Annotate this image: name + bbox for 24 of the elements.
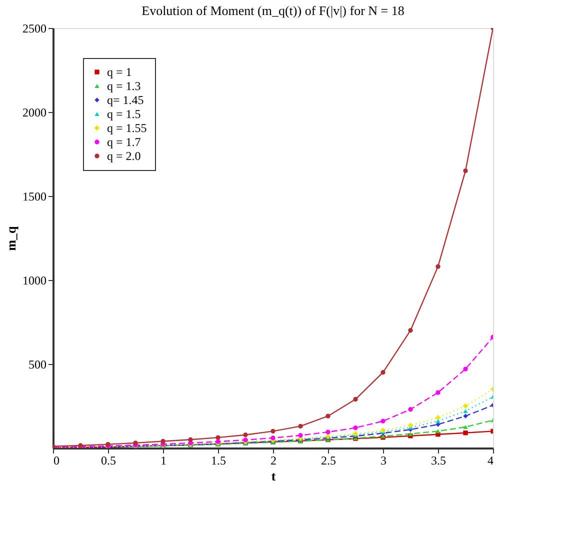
legend-label: q = 1.5 <box>107 107 141 121</box>
x-axis-title: t <box>271 468 276 484</box>
y-tick-label: 1500 <box>22 190 46 204</box>
x-tick-label: 0 <box>54 454 60 468</box>
legend-label: q = 1.3 <box>107 79 141 93</box>
x-tick-label: 2.5 <box>321 454 336 468</box>
legend-label: q= 1.45 <box>107 93 144 107</box>
x-tick-label: 1.5 <box>211 454 226 468</box>
y-tick-label: 2500 <box>22 22 46 36</box>
legend-label: q = 1 <box>107 65 132 79</box>
legend-label: q = 1.7 <box>107 135 141 149</box>
x-tick-label: 1 <box>160 454 166 468</box>
x-tick-label: 3.5 <box>431 454 446 468</box>
y-tick-label: 500 <box>28 358 46 372</box>
x-tick-label: 4 <box>488 454 494 468</box>
x-tick-label: 2 <box>270 454 276 468</box>
y-axis-title: m_q <box>4 225 18 251</box>
chart-title: Evolution of Moment (m_q(t)) of F(|v|) for N = 18 <box>142 3 404 18</box>
legend-label: q = 2.0 <box>107 149 141 163</box>
legend-label: q = 1.55 <box>107 121 147 135</box>
x-tick-label: 3 <box>380 454 386 468</box>
y-tick-label: 2000 <box>22 106 46 120</box>
y-tick-label: 1000 <box>22 274 46 288</box>
x-tick-label: 0.5 <box>101 454 116 468</box>
